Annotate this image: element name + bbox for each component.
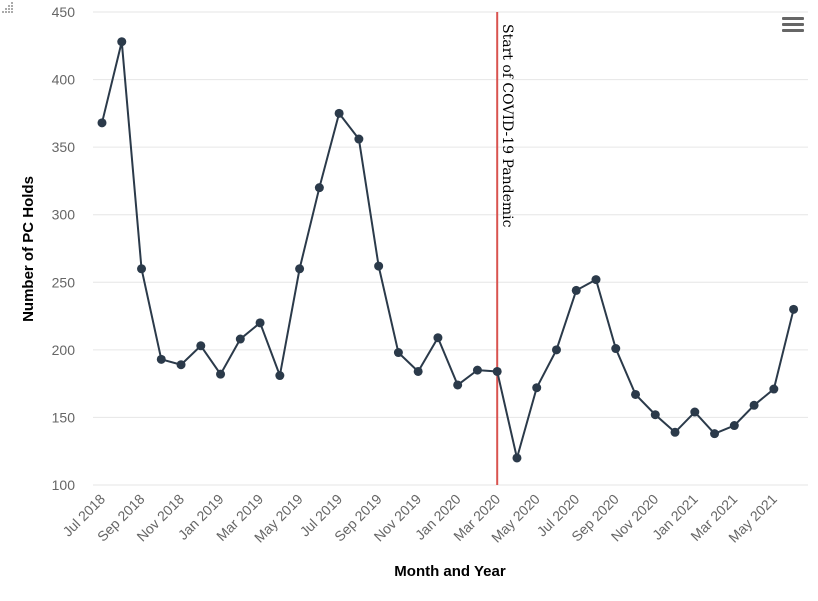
data-point[interactable]: [710, 429, 720, 439]
y-tick-label: 350: [52, 139, 76, 155]
data-point[interactable]: [631, 389, 641, 399]
data-point[interactable]: [492, 366, 502, 376]
data-point[interactable]: [512, 453, 522, 463]
annotation-layer: Start of COVID-19 Pandemic: [496, 12, 515, 485]
data-point[interactable]: [374, 261, 384, 271]
resize-grip-icon[interactable]: [0, 0, 14, 14]
data-point[interactable]: [472, 365, 482, 375]
data-point[interactable]: [571, 285, 581, 295]
data-point[interactable]: [176, 360, 186, 370]
data-point[interactable]: [433, 333, 443, 343]
y-axis-title: Number of PC Holds: [20, 176, 37, 322]
data-point[interactable]: [729, 421, 739, 431]
data-point[interactable]: [413, 366, 423, 376]
data-point[interactable]: [196, 341, 206, 351]
x-axis-title: Month and Year: [394, 563, 506, 580]
menu-bar-top: [782, 17, 804, 20]
y-axis-ticks: 100 150 200 250 300 350 400 450: [52, 4, 76, 493]
menu-bar-bottom: [782, 29, 804, 32]
y-tick-label: 250: [52, 274, 76, 290]
data-point[interactable]: [314, 183, 324, 193]
pandemic-annotation-label: Start of COVID-19 Pandemic: [499, 24, 515, 228]
data-point[interactable]: [275, 371, 285, 381]
data-point[interactable]: [650, 410, 660, 420]
data-point[interactable]: [690, 407, 700, 417]
series-line: [101, 41, 795, 459]
data-point[interactable]: [749, 400, 759, 410]
grid-lines: [93, 11, 808, 486]
data-point[interactable]: [591, 275, 601, 285]
data-point[interactable]: [670, 427, 680, 437]
y-tick-label: 450: [52, 4, 76, 20]
y-tick-label: 300: [52, 207, 76, 223]
data-point[interactable]: [295, 264, 305, 274]
data-point[interactable]: [156, 354, 166, 364]
data-point[interactable]: [354, 134, 364, 144]
data-point[interactable]: [235, 334, 245, 344]
data-point[interactable]: [551, 345, 561, 355]
data-point[interactable]: [255, 318, 265, 328]
hamburger-menu-icon[interactable]: [781, 17, 805, 37]
data-point[interactable]: [453, 380, 463, 390]
y-tick-label: 100: [52, 477, 76, 493]
data-point[interactable]: [117, 37, 127, 47]
y-tick-label: 400: [52, 72, 76, 88]
y-tick-label: 200: [52, 342, 76, 358]
y-tick-label: 150: [52, 409, 76, 425]
data-point[interactable]: [393, 348, 403, 358]
data-point[interactable]: [532, 383, 542, 393]
data-point[interactable]: [334, 108, 344, 118]
data-point[interactable]: [611, 344, 621, 354]
data-point[interactable]: [137, 264, 147, 274]
data-point[interactable]: [789, 304, 799, 314]
data-point[interactable]: [216, 369, 226, 379]
data-point[interactable]: [769, 384, 779, 394]
menu-bar-middle: [782, 23, 804, 26]
series-layer: [97, 37, 799, 463]
data-point[interactable]: [97, 118, 107, 128]
